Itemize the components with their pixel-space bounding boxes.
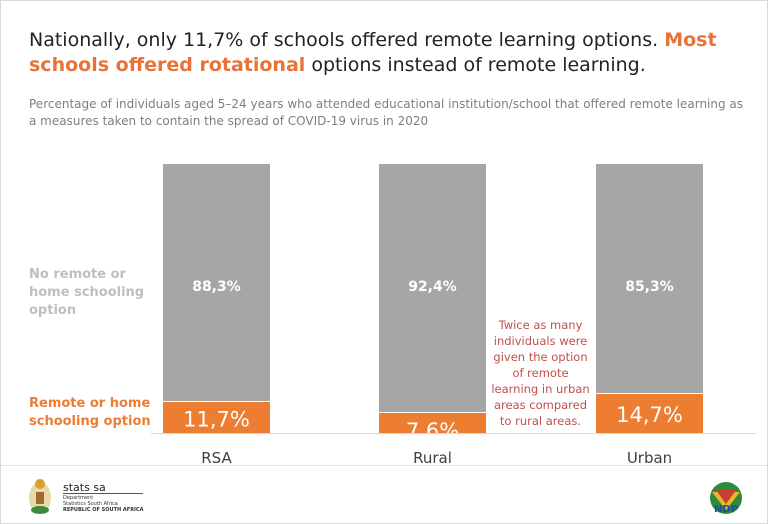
legend-no-remote: No remote or home schooling option bbox=[29, 267, 145, 318]
bar-no-remote bbox=[163, 164, 270, 402]
dept-text: Department Statistics South Africa REPUBLI… bbox=[63, 495, 143, 513]
ndp-text: NDP bbox=[714, 504, 738, 515]
bar-no-remote bbox=[379, 164, 486, 413]
stats-sa-name: stats sa bbox=[63, 481, 106, 494]
annotation: Twice as many individuals were given the… bbox=[491, 318, 590, 428]
dept-line1: Department bbox=[63, 495, 94, 501]
label-remote: 7,6% bbox=[406, 419, 459, 443]
chart-subtitle: Percentage of individuals aged 5–24 year… bbox=[29, 97, 744, 128]
label-remote: 14,7% bbox=[616, 403, 683, 427]
category-label: Rural bbox=[413, 449, 452, 467]
title-text-end: options instead of remote learning. bbox=[305, 54, 646, 76]
stacked-bar-chart: 88,3% 11,7% RSA 92,4% 7,6% Rural 85,3% 14,7% Urb… bbox=[151, 164, 756, 467]
category-label: RSA bbox=[201, 449, 232, 467]
label-no-remote: 85,3% bbox=[625, 279, 674, 295]
bar-no-remote bbox=[596, 164, 703, 394]
category-label: Urban bbox=[627, 449, 672, 467]
bar-remote bbox=[379, 412, 486, 433]
ndp-logo: NDP bbox=[708, 480, 744, 520]
coat-of-arms-logo bbox=[25, 476, 55, 520]
label-no-remote: 88,3% bbox=[192, 279, 241, 295]
label-no-remote: 92,4% bbox=[408, 279, 457, 295]
country-line: REPUBLIC OF SOUTH AFRICA bbox=[63, 507, 144, 513]
bar-remote bbox=[163, 401, 270, 433]
bar-remote bbox=[596, 393, 703, 433]
slide-title: Nationally, only 11,7% of schools offere… bbox=[29, 28, 749, 78]
title-text: Nationally, only 11,7% of schools offere… bbox=[29, 29, 665, 51]
footer-divider bbox=[1, 465, 767, 466]
logo-rule bbox=[63, 493, 143, 494]
legend-remote: Remote or home schooling option bbox=[29, 396, 151, 429]
label-remote: 11,7% bbox=[183, 407, 250, 431]
title-highlight: Most schools offered rotational bbox=[29, 29, 717, 76]
dept-line2: Statistics South Africa bbox=[63, 501, 118, 507]
